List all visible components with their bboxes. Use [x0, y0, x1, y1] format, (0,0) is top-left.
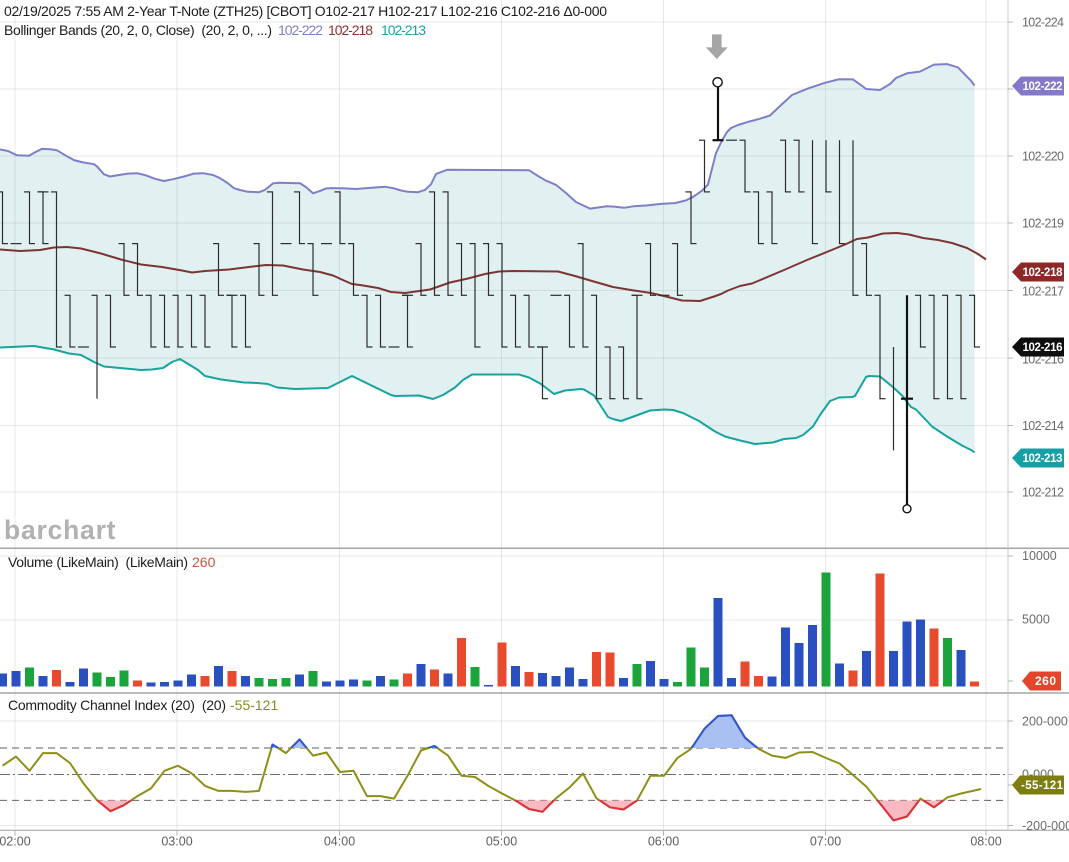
- svg-text:-55-121: -55-121: [230, 697, 278, 713]
- svg-text:Volume (LikeMain) (LikeMain): Volume (LikeMain) (LikeMain): [8, 554, 188, 570]
- svg-text:102-219: 102-219: [1022, 217, 1064, 231]
- svg-text:102-224: 102-224: [1022, 16, 1064, 30]
- svg-text:04:00: 04:00: [324, 835, 355, 849]
- svg-text:102-214: 102-214: [1022, 419, 1064, 433]
- svg-text:02/19/2025 7:55 AM 2-Year T-No: 02/19/2025 7:55 AM 2-Year T-Note (ZTH25)…: [4, 3, 607, 19]
- svg-text:102-216: 102-216: [1023, 342, 1063, 354]
- svg-text:102-213: 102-213: [1023, 453, 1063, 465]
- svg-text:200-000: 200-000: [1022, 715, 1068, 729]
- svg-text:-200-000: -200-000: [1022, 819, 1069, 833]
- svg-text:102-217: 102-217: [1022, 285, 1064, 299]
- svg-text:barchart: barchart: [4, 515, 116, 545]
- svg-text:260: 260: [192, 554, 216, 570]
- svg-text:05:00: 05:00: [486, 835, 517, 849]
- svg-text:-55-121: -55-121: [1021, 780, 1064, 792]
- svg-text:06:00: 06:00: [648, 835, 679, 849]
- svg-text:10000: 10000: [1022, 549, 1057, 563]
- svg-text:02:00: 02:00: [0, 835, 31, 849]
- svg-text:5000: 5000: [1022, 613, 1050, 627]
- svg-text:Bollinger Bands (20, 2, 0, Clo: Bollinger Bands (20, 2, 0, Close) (20, 2…: [4, 22, 272, 38]
- svg-text:03:00: 03:00: [161, 835, 192, 849]
- svg-text:102-218: 102-218: [1023, 267, 1064, 279]
- svg-text:102-222: 102-222: [1023, 81, 1063, 93]
- svg-text:Commodity Channel Index (20): Commodity Channel Index (20) (20): [8, 697, 226, 713]
- svg-text:102-220: 102-220: [1022, 150, 1064, 164]
- svg-text:102-218: 102-218: [328, 22, 373, 38]
- svg-text:260: 260: [1035, 674, 1056, 688]
- svg-text:102-222: 102-222: [278, 22, 323, 38]
- svg-text:07:00: 07:00: [810, 835, 841, 849]
- svg-text:102-212: 102-212: [1022, 486, 1064, 500]
- svg-text:08:00: 08:00: [970, 835, 1001, 849]
- svg-text:102-213: 102-213: [381, 22, 426, 38]
